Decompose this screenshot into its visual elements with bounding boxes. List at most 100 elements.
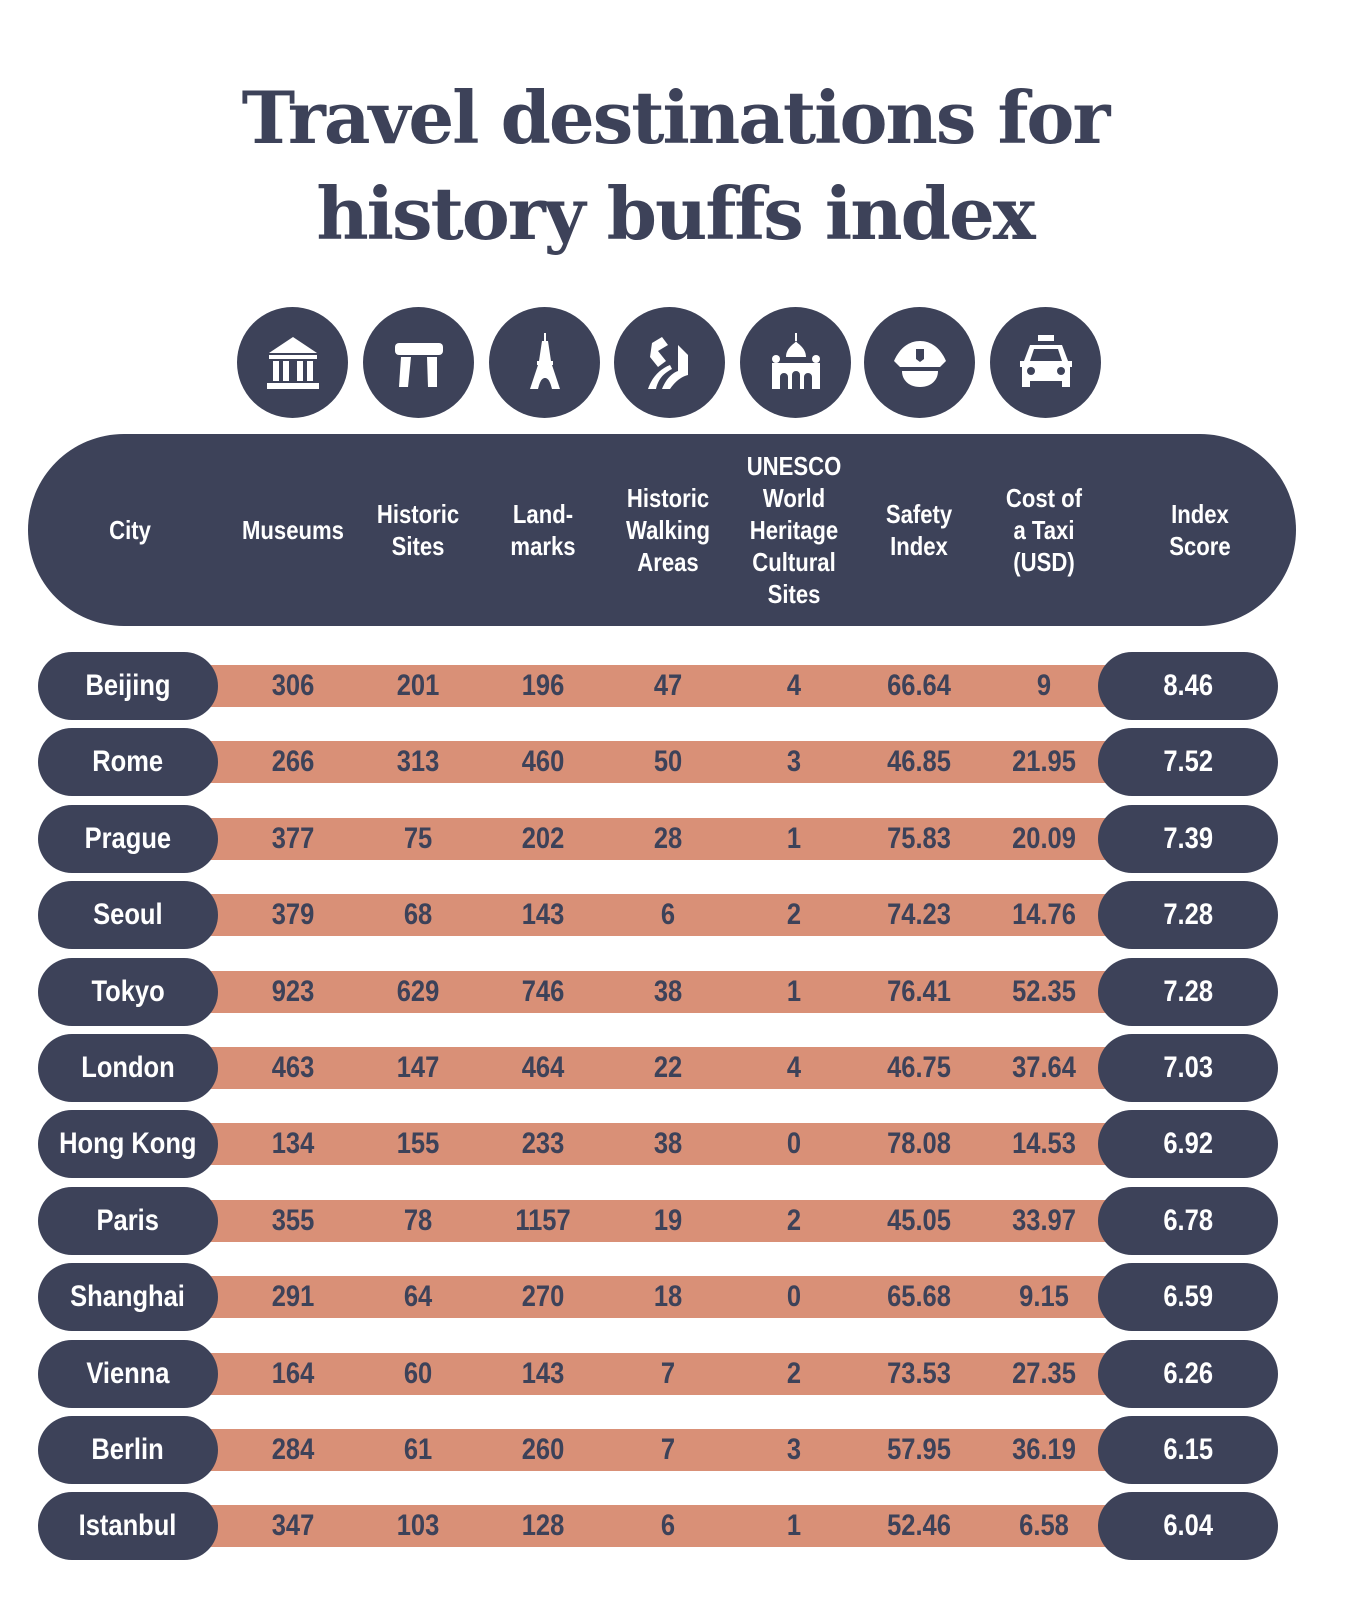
city-pill: Hong Kong [38,1110,218,1179]
index-score-pill: 7.28 [1098,881,1278,950]
index-score: 7.52 [1163,745,1213,779]
city-name: Prague [84,821,172,855]
row-bar [205,970,1115,1013]
city-pill: Berlin [38,1416,218,1484]
table-cell: 143 [521,1356,565,1390]
table-cell: 75.83 [887,821,951,855]
table-cell: 2 [786,1356,802,1390]
index-score-pill: 6.26 [1098,1339,1278,1408]
taxi-icon [990,307,1101,418]
stonehenge-icon [363,307,474,418]
table-cell: 1157 [515,1203,571,1237]
index-score-pill: 8.46 [1098,652,1278,720]
table-cell: 57.95 [887,1433,951,1466]
index-score-pill: 6.92 [1098,1110,1278,1179]
city-pill: Tokyo [38,957,218,1026]
table-cell: 202 [521,821,565,855]
table-cell: 74.23 [887,898,951,932]
city-name: Beijing [85,669,171,702]
table-cell: 463 [271,1051,315,1084]
table-cell: 147 [396,1051,440,1084]
index-score-pill: 6.78 [1098,1186,1278,1255]
row-bar [205,817,1115,860]
column-header: Index Score [1169,499,1231,561]
column-header: Museums [242,515,344,545]
table-cell: 36.19 [1012,1433,1076,1466]
table-cell: 103 [396,1509,440,1543]
city-pill: Vienna [38,1339,218,1408]
row-bar [205,1276,1115,1319]
table-cell: 78 [403,1203,433,1237]
table-cell: 7 [660,1433,676,1466]
title-line-2: history buffs index [316,171,1035,256]
table-cell: 270 [521,1280,565,1314]
index-score-pill: 6.15 [1098,1416,1278,1484]
table-cell: 47 [653,669,683,702]
table-cell: 6 [660,1509,676,1543]
city-pill: Prague [38,804,218,873]
index-score: 7.39 [1163,821,1213,855]
table-cell: 33.97 [1012,1203,1076,1237]
police-cap-icon [864,307,975,418]
table-cell: 21.95 [1012,745,1076,779]
table-cell: 629 [396,974,440,1008]
index-score-pill: 7.03 [1098,1034,1278,1102]
index-score: 7.28 [1163,974,1213,1008]
index-score-pill: 7.52 [1098,728,1278,797]
table-cell: 27.35 [1012,1356,1076,1390]
table-cell: 233 [521,1127,565,1161]
city-pill: Shanghai [38,1263,218,1332]
table-cell: 28 [653,821,683,855]
index-score: 8.46 [1163,669,1213,702]
row-bar [205,1199,1115,1242]
page-title: Travel destinations for history buffs in… [0,70,1350,262]
index-score: 6.78 [1163,1203,1213,1237]
table-cell: 164 [271,1356,315,1390]
table-cell: 0 [786,1280,802,1314]
table-cell: 3 [786,745,802,779]
table-cell: 46.85 [887,745,951,779]
city-pill: Paris [38,1186,218,1255]
walking-path-icon [614,307,725,418]
table-cell: 155 [396,1127,440,1161]
city-name: Seoul [93,898,163,932]
table-cell: 291 [271,1280,315,1314]
row-bar [205,1505,1115,1548]
table-cell: 65.68 [887,1280,951,1314]
table-cell: 266 [271,745,315,779]
table-cell: 1 [786,821,802,855]
title-line-1: Travel destinations for [241,75,1111,160]
table-cell: 260 [521,1433,565,1466]
table-cell: 22 [653,1051,683,1084]
table-cell: 6.58 [1019,1509,1069,1543]
column-header: UNESCO World Heritage Cultural Sites [746,451,842,609]
table-cell: 19 [653,1203,683,1237]
table-cell: 14.76 [1012,898,1076,932]
table-cell: 313 [396,745,440,779]
index-score: 6.04 [1163,1509,1213,1543]
table-cell: 14.53 [1012,1127,1076,1161]
table-cell: 464 [521,1051,565,1084]
city-name: Vienna [86,1356,170,1390]
column-header: Cost of a Taxi (USD) [1005,483,1083,577]
city-name: Istanbul [79,1509,177,1543]
table-cell: 37.64 [1012,1051,1076,1084]
table-cell: 46.75 [887,1051,951,1084]
column-header: Safety Index [885,499,953,561]
table-cell: 73.53 [887,1356,951,1390]
row-bar [205,741,1115,784]
table-cell: 377 [271,821,315,855]
city-name: London [81,1051,175,1084]
index-score: 7.28 [1163,898,1213,932]
table-cell: 78.08 [887,1127,951,1161]
city-name: Rome [92,745,164,779]
table-cell: 0 [786,1127,802,1161]
table-cell: 20.09 [1012,821,1076,855]
table-cell: 1 [786,974,802,1008]
table-cell: 9 [1036,669,1052,702]
table-cell: 2 [786,898,802,932]
table-cell: 746 [521,974,565,1008]
table-cell: 50 [653,745,683,779]
index-score: 6.92 [1163,1127,1213,1161]
table-cell: 143 [521,898,565,932]
